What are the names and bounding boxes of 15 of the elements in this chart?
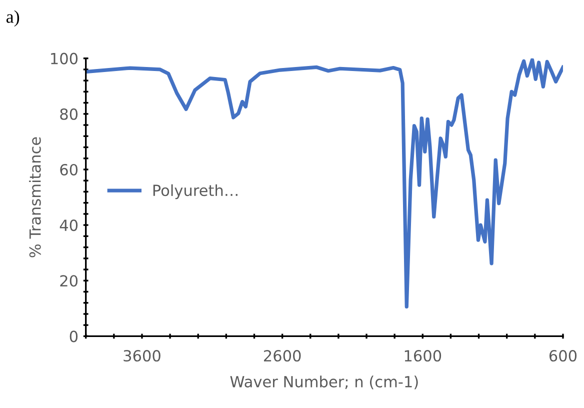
x-tick-label: 1600 [404, 350, 442, 362]
y-tick-label: 0 [70, 330, 78, 342]
chart-title: a) [6, 10, 20, 27]
y-tick-label: 80 [60, 108, 78, 120]
x-axis-title: Waver Number; n (cm-1) [230, 376, 418, 390]
legend-label: Polyureth… [153, 184, 238, 200]
x-tick-label: 600 [549, 350, 577, 362]
y-tick-label: 100 [51, 52, 78, 64]
line-series [86, 58, 563, 309]
y-tick-label: 20 [60, 275, 78, 287]
x-tick-label: 2600 [264, 350, 301, 362]
y-axis-title: % Transmitance [29, 137, 41, 258]
x-tick-label: 3600 [124, 350, 160, 362]
y-tick-label: 60 [60, 164, 78, 176]
y-tick-label: 40 [60, 220, 78, 232]
